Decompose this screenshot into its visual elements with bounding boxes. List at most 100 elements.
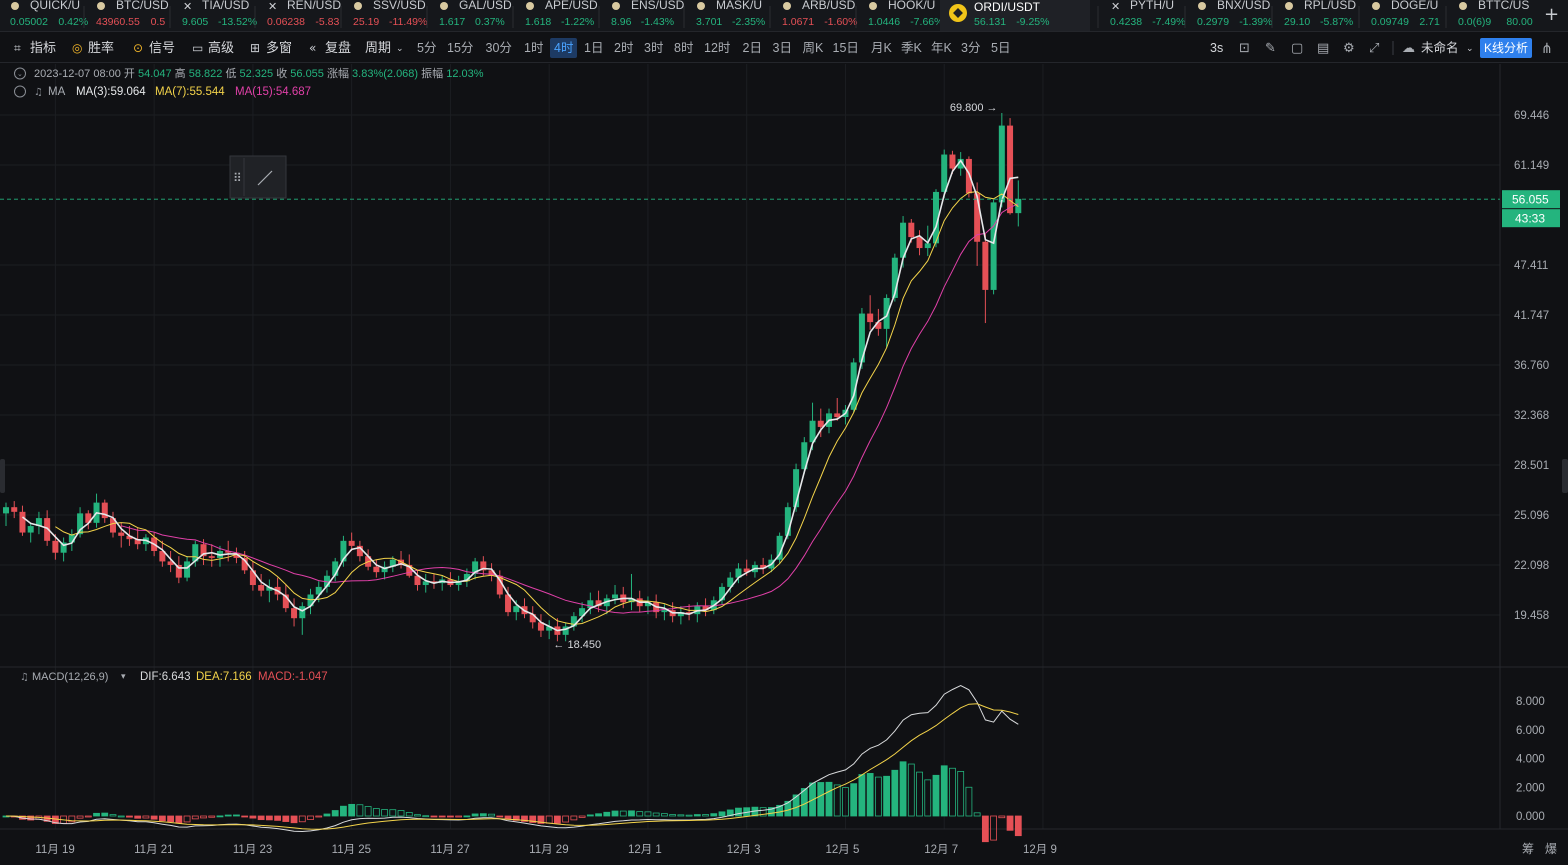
winrate-button[interactable]: ◎ 胜率	[72, 40, 114, 55]
fullscreen-icon[interactable]: ⤢	[1369, 41, 1379, 56]
ticker-item-ordiusdt[interactable]: ORDI/USDT 56.131 -9.25%	[940, 0, 1090, 32]
period-tab-15分[interactable]: 15分	[447, 41, 473, 55]
ticker-item-renusd[interactable]: ✕ REN/USD 0.06238 -5.83	[254, 0, 341, 28]
candle	[35, 511, 42, 535]
period-tab-3日[interactable]: 3日	[773, 41, 792, 55]
trend-line-icon[interactable]	[257, 170, 273, 186]
kline-analysis-button[interactable]: K线分析	[1480, 38, 1532, 58]
collapse-icon[interactable]	[14, 85, 26, 98]
gear-icon[interactable]: ⚙	[1343, 41, 1355, 56]
left-panel-handle[interactable]	[0, 459, 5, 493]
candle	[167, 550, 174, 573]
period-tab-8时[interactable]: 8时	[674, 41, 694, 55]
candle-body	[941, 154, 948, 192]
toolbar-label: 高级	[208, 40, 234, 55]
candle	[595, 590, 602, 613]
replay-button[interactable]: « 复盘	[309, 40, 351, 55]
candle	[932, 189, 939, 248]
period-tab-周K[interactable]: 周K	[803, 41, 825, 55]
indicators-button[interactable]: ⌗ 指标	[14, 40, 56, 55]
multiwindow-button[interactable]: ⊞ 多窗	[250, 40, 292, 55]
ticker-item-rplusd[interactable]: RPL/USD 29.10 -5.87%	[1271, 0, 1356, 28]
close-icon[interactable]: ✕	[268, 0, 277, 13]
macd-bar	[307, 815, 314, 820]
ma-legend: ♫ MA MA(3):59.064 MA(7):55.544 MA(15):54.687	[14, 85, 311, 98]
bell-icon[interactable]: ♫	[20, 672, 29, 683]
camera-icon[interactable]: ⊡	[1239, 41, 1250, 56]
period-tab-15日[interactable]: 15日	[833, 41, 859, 55]
period-tab-label: 月K	[871, 41, 893, 55]
period-tab-1时[interactable]: 1时	[524, 41, 544, 55]
add-ticker-icon[interactable]: +	[1544, 4, 1559, 25]
period-tab-月K[interactable]: 月K	[871, 41, 893, 55]
candle	[142, 534, 149, 551]
period-tab-4时[interactable]: 4时	[550, 38, 577, 58]
period-tab-2时[interactable]: 2时	[614, 41, 634, 55]
period-tab-季K[interactable]: 季K	[901, 41, 923, 55]
layout-name[interactable]: 未命名	[1421, 40, 1459, 55]
liquidation-button[interactable]: 爆	[1545, 842, 1557, 856]
period-tab-5分[interactable]: 5分	[417, 41, 436, 55]
refresh-interval[interactable]: 3s	[1210, 41, 1223, 55]
candle-body	[990, 202, 997, 290]
period-tab-label: 5分	[417, 41, 436, 55]
kline-chart[interactable]: ⌄ 2023-12-07 08:00 开 54.047 高 58.822 低 5…	[0, 64, 1568, 865]
candle	[27, 522, 34, 543]
ticker-item-galusd[interactable]: GAL/USD 1.617 0.37%	[426, 0, 512, 28]
period-dropdown[interactable]: 周期 ⌄	[365, 40, 404, 55]
calculator-icon[interactable]: ▤	[1317, 41, 1329, 56]
period-tab-12时[interactable]: 12时	[704, 41, 731, 55]
ticker-item-bttcus[interactable]: BTTC/US 0.0(6)9 80.00	[1445, 0, 1533, 28]
period-tab-30分[interactable]: 30分	[486, 41, 512, 55]
ticker-item-tiausd[interactable]: ✕ TIA/USD 9.605 -13.52%	[169, 0, 257, 28]
collapse-icon[interactable]	[14, 67, 26, 80]
period-tab-1日[interactable]: 1日	[584, 41, 603, 55]
candle	[274, 577, 281, 601]
drawing-tool-floater[interactable]: ⠿	[229, 155, 287, 199]
rewind-icon: «	[309, 41, 316, 55]
candle	[266, 579, 273, 603]
ticker-item-apeusd[interactable]: APE/USD 1.618 -1.22%	[512, 0, 598, 28]
macd-bar	[405, 812, 413, 817]
period-tab-年K[interactable]: 年K	[931, 41, 953, 55]
period-tab-3时[interactable]: 3时	[644, 41, 664, 55]
ticker-item-bnxusd[interactable]: BNX/USD 0.2979 -1.39%	[1184, 0, 1272, 28]
macd-bar	[150, 815, 158, 820]
pencil-icon[interactable]: ✎	[1265, 41, 1276, 56]
macd-bar	[874, 776, 882, 817]
ticker-item-masku[interactable]: MASK/U 3.701 -2.35%	[683, 0, 765, 28]
ticker-item-dogeu[interactable]: DOGE/U 0.09749 2.71	[1358, 0, 1440, 28]
ticker-item-ssvusd[interactable]: SSV/USD 25.19 -11.49%	[340, 0, 427, 28]
macd-bar	[68, 815, 76, 823]
close-icon[interactable]: ✕	[1111, 0, 1120, 13]
ticker-price: 8.96	[611, 16, 632, 28]
chip-distribution-button[interactable]: 筹	[1522, 842, 1534, 856]
ticker-item-btcusd[interactable]: BTC/USD 43960.55 0.5	[83, 0, 169, 28]
close-icon[interactable]: ✕	[183, 0, 192, 13]
macd-dif-line	[5, 684, 1019, 833]
ticker-item-hooku[interactable]: HOOK/U 1.0446 -7.66%	[855, 0, 943, 28]
candle	[340, 535, 347, 567]
candle-body	[776, 535, 783, 560]
ticker-change: -5.83	[315, 16, 339, 28]
period-tab-3分[interactable]: 3分	[961, 41, 980, 55]
macd-bar	[117, 815, 125, 818]
ticker-item-arbusd[interactable]: ARB/USD 1.0671 -1.60%	[769, 0, 857, 28]
ticker-item-ensusd[interactable]: ENS/USD 8.96 -1.43%	[598, 0, 685, 28]
ticker-item-pythu[interactable]: ✕ PYTH/U 0.4238 -7.49%	[1097, 0, 1185, 28]
drag-handle-icon[interactable]: ⠿	[233, 171, 242, 185]
right-panel-handle[interactable]	[1562, 459, 1568, 493]
ticker-item-quicku[interactable]: QUICK/U 0.05002 0.42%	[10, 0, 88, 28]
period-tab-2日[interactable]: 2日	[743, 41, 762, 55]
caret-down-icon[interactable]: ▾	[121, 672, 126, 682]
macd-bar	[447, 815, 454, 818]
comment-icon[interactable]: ▢	[1291, 41, 1303, 56]
share-icon[interactable]: ⋔	[1541, 41, 1553, 57]
macd-bar	[158, 815, 166, 822]
period-tab-5日[interactable]: 5日	[991, 41, 1010, 55]
ticker-symbol: ORDI/USDT	[974, 0, 1041, 14]
advanced-button[interactable]: ▭ 高级	[192, 40, 234, 55]
price-tick-label: 28.501	[1514, 460, 1549, 472]
bell-icon[interactable]: ♫	[34, 87, 43, 98]
signal-button[interactable]: ⊙ 信号	[133, 40, 175, 55]
